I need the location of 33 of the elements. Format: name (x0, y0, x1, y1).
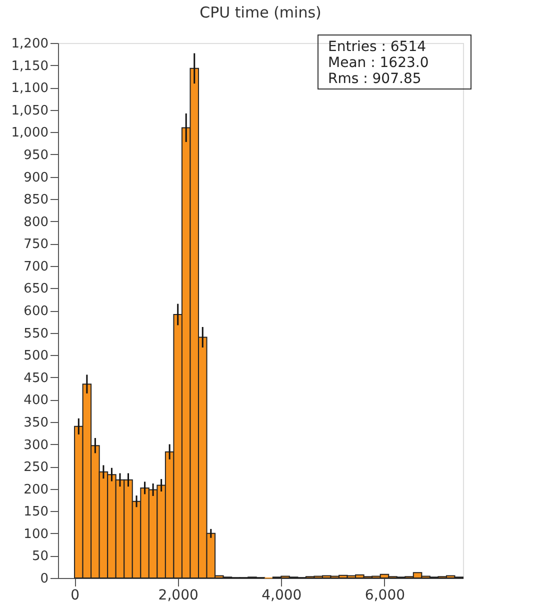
annotation: Entries : 6514 (328, 39, 426, 55)
y-tick-label: 50 (32, 549, 48, 564)
y-tick-label: 1,100 (11, 81, 48, 96)
x-tick-label: 2,000 (158, 588, 198, 602)
y-tick-label: 500 (24, 348, 48, 364)
y-tick-label: 650 (24, 282, 48, 297)
annotation: Mean : 1623.0 (328, 55, 429, 71)
x-tick-label: 6,000 (364, 588, 406, 602)
y-tick-label: 250 (24, 460, 48, 476)
x-tick-label: 4,000 (262, 588, 302, 602)
y-tick-label: 100 (24, 526, 48, 542)
y-tick-label: 750 (24, 237, 48, 252)
y-tick-label: 450 (24, 370, 48, 386)
y-tick-label: 200 (24, 482, 48, 498)
y-tick-label: 700 (24, 259, 48, 274)
y-tick-label: 800 (24, 214, 48, 230)
y-tick-label: 1,150 (11, 58, 48, 74)
y-tick-label: 300 (24, 438, 48, 453)
y-tick-label: 600 (24, 304, 48, 319)
y-tick-label: 0 (40, 572, 48, 586)
y-tick-label: 1,000 (11, 126, 48, 141)
y-tick-label: 1,200 (11, 36, 48, 52)
y-tick-label: 1,050 (11, 103, 48, 118)
y-tick-label: 950 (24, 148, 48, 163)
y-tick-label: 850 (24, 192, 48, 208)
x-tick-label: 0 (70, 588, 80, 602)
y-tick-label: 900 (24, 170, 48, 186)
y-tick-label: 150 (24, 504, 48, 520)
y-tick-label: 550 (24, 326, 48, 342)
chart-title: CPU time (mins) (200, 4, 322, 22)
y-tick-label: 400 (24, 393, 48, 408)
annotation: Rms : 907.85 (328, 71, 422, 87)
y-tick-label: 350 (24, 415, 48, 430)
